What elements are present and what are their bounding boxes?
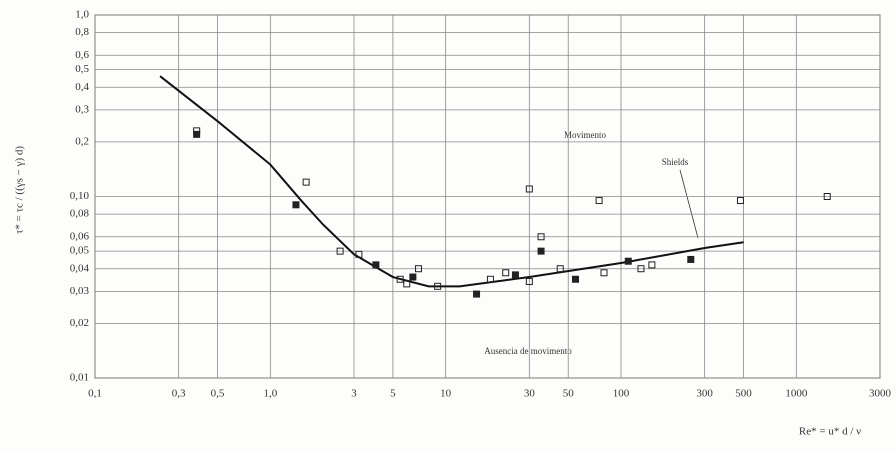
y-tick-label: 0,10 — [70, 190, 90, 202]
y-tick-label: 0,3 — [75, 103, 89, 115]
y-tick-label: 0,03 — [70, 285, 90, 297]
data-point — [486, 275, 494, 283]
x-tick-label: 500 — [735, 388, 752, 400]
data-point — [537, 233, 545, 241]
x-tick-label: 5 — [390, 388, 396, 400]
data-point — [600, 269, 608, 277]
data-point — [193, 127, 201, 135]
y-tick-label: 0,06 — [70, 230, 90, 242]
y-tick-label: 0,4 — [75, 81, 89, 93]
curve-pointer — [679, 169, 699, 239]
x-tick-label: 50 — [563, 388, 575, 400]
data-point — [637, 265, 645, 273]
y-tick-label: 0,2 — [75, 135, 89, 147]
data-point — [537, 247, 545, 255]
y-tick-label: 0,02 — [70, 317, 89, 329]
y-tick-label: 0,6 — [75, 49, 89, 61]
y-tick-label: 0,08 — [70, 208, 90, 220]
data-point — [336, 247, 344, 255]
x-tick-label: 3 — [351, 388, 357, 400]
y-tick-label: 0,05 — [70, 245, 90, 257]
data-point — [396, 275, 404, 283]
data-point — [372, 261, 380, 269]
data-point — [624, 257, 632, 265]
data-point — [473, 290, 481, 298]
y-tick-label: 1,0 — [75, 9, 89, 21]
x-tick-label: 0,1 — [88, 388, 102, 400]
x-tick-label: 100 — [613, 388, 630, 400]
data-point — [511, 271, 519, 279]
y-tick-label: 0,04 — [70, 262, 90, 274]
x-axis-label: Re* = u* d / ν — [799, 426, 861, 438]
x-tick-label: 30 — [524, 388, 536, 400]
data-point — [302, 178, 310, 186]
data-point — [648, 261, 656, 269]
data-point — [823, 193, 831, 200]
region-label: Movimento — [564, 130, 606, 140]
data-point — [434, 282, 442, 290]
data-point — [736, 197, 744, 205]
x-tick-label: 0,5 — [211, 388, 225, 400]
x-tick-label: 3000 — [869, 388, 892, 400]
data-point — [556, 265, 564, 273]
y-tick-label: 0,8 — [75, 26, 89, 38]
x-tick-label: 300 — [696, 388, 713, 400]
data-point — [502, 269, 510, 277]
data-point — [571, 275, 579, 283]
data-point — [403, 280, 411, 288]
data-point — [415, 265, 423, 273]
data-point — [409, 273, 417, 281]
x-tick-label: 1000 — [785, 388, 808, 400]
x-tick-label: 1,0 — [263, 388, 277, 400]
data-point — [595, 197, 603, 205]
y-tick-label: 0,5 — [75, 63, 89, 75]
data-point — [687, 255, 695, 263]
data-point — [292, 201, 300, 209]
data-point — [355, 250, 363, 258]
data-point — [525, 185, 533, 193]
x-tick-label: 10 — [440, 388, 452, 400]
data-point — [525, 278, 533, 286]
x-tick-label: 0,3 — [172, 388, 186, 400]
region-label: Ausencia de movimento — [484, 346, 572, 356]
curve — [159, 75, 744, 288]
y-tick-label: 0,01 — [70, 372, 89, 384]
data-point — [193, 130, 201, 138]
curve-label: Shields — [662, 157, 689, 167]
y-axis-label: τ* = τc / ((γs − γ) d) — [14, 146, 26, 234]
